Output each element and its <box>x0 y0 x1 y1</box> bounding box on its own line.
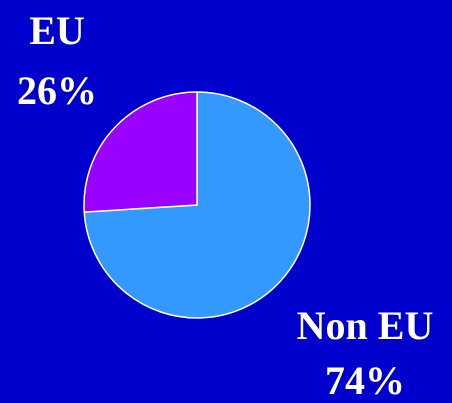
pie <box>83 91 311 319</box>
slice-label: Non EU <box>297 303 434 348</box>
labels: Non EU 74% EU 26% <box>17 8 433 403</box>
pie-slice <box>83 91 198 213</box>
slice-value-label: 74% <box>325 358 405 403</box>
slice-label: EU <box>29 8 85 53</box>
slice-value-label: 26% <box>17 68 97 113</box>
